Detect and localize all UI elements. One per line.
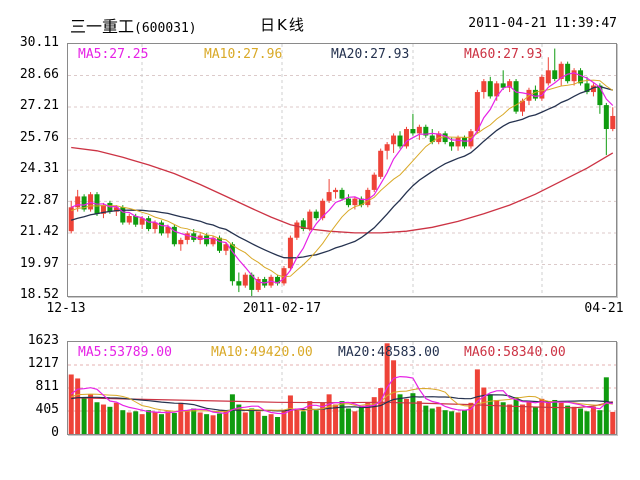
volume-y-axis: 1623 1217 811 405 0: [0, 333, 63, 441]
price-tick-label: 30.11: [19, 35, 59, 50]
volume-tick-label: 0: [51, 425, 59, 440]
chart-type-title: 日K线: [260, 16, 306, 34]
timestamp: 2011-04-21 11:39:47: [468, 16, 617, 31]
stock-name: 三一重工(600031): [70, 13, 197, 37]
stock-name-text: 三一重工: [70, 17, 135, 36]
x-axis-label: 2011-02-17: [242, 301, 322, 316]
price-y-axis: 30.11 28.66 27.21 25.76 24.31 22.87 21.42 19.97…: [0, 35, 63, 303]
volume-tick-label: 405: [35, 402, 59, 417]
volume-chart-panel[interactable]: MA5:53789.00 MA10:49420.00 MA20:48583.00 MA…: [67, 341, 617, 435]
price-tick-label: 22.87: [19, 192, 59, 208]
price-tick-label: 27.21: [19, 98, 59, 113]
header-bar: 三一重工(600031) 日K线 2011-04-21 11:39:47: [0, 13, 640, 37]
x-axis-label: 12-13: [46, 301, 86, 316]
volume-tick-label: 1623: [27, 333, 59, 348]
price-tick-label: 18.52: [19, 287, 59, 302]
x-axis: 12-13 2011-02-17 04-21: [0, 301, 640, 317]
price-tick-label: 19.97: [19, 255, 59, 271]
price-chart-canvas[interactable]: [68, 44, 616, 296]
volume-tick-label: 811: [35, 379, 59, 394]
price-tick-label: 21.42: [19, 224, 59, 239]
price-tick-label: 25.76: [19, 129, 59, 145]
volume-chart-canvas[interactable]: [68, 342, 616, 434]
price-chart-panel[interactable]: MA5:27.25 MA10:27.96 MA20:27.93 MA60:27.93: [67, 43, 617, 297]
stock-code: (600031): [134, 21, 197, 36]
volume-tick-label: 1217: [27, 356, 59, 371]
price-tick-label: 24.31: [19, 161, 59, 176]
price-tick-label: 28.66: [19, 66, 59, 82]
x-axis-label: 04-21: [584, 301, 624, 316]
